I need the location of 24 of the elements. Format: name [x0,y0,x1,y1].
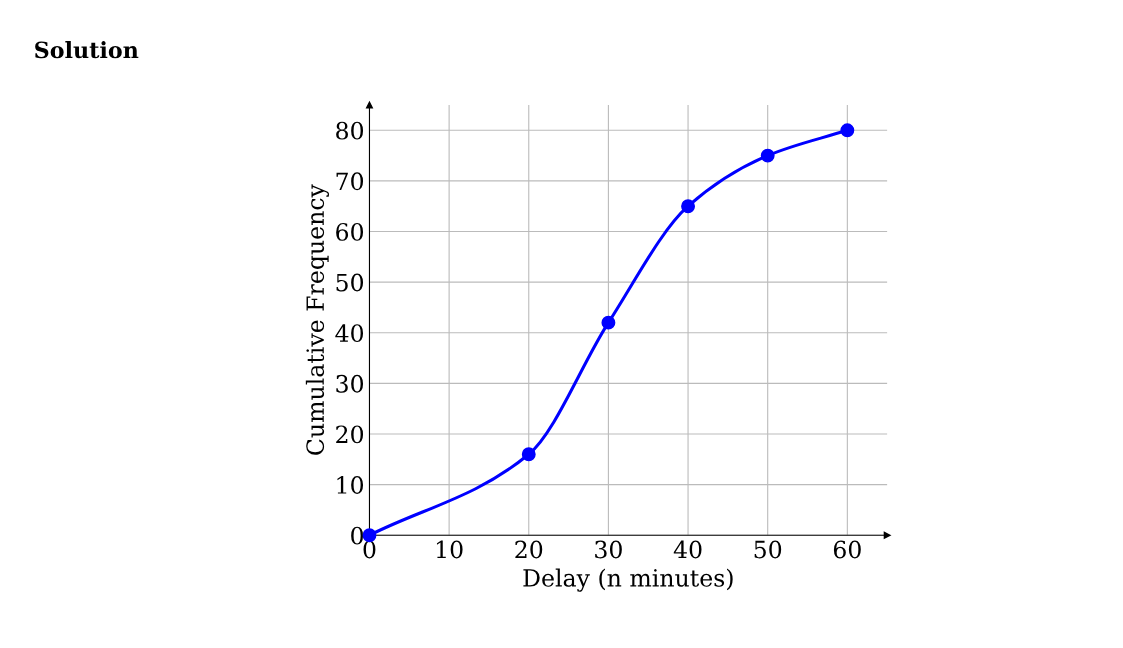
y-tick-label: 60 [336,222,364,241]
x-axis-title: Delay (n minutes) [523,568,733,592]
y-tick-label: 80 [336,121,364,140]
x-tick-label: 0 [363,540,376,559]
y-tick-label: 50 [336,273,364,292]
y-tick-label: 30 [336,374,364,393]
x-tick-label: 40 [673,540,702,559]
point [601,315,616,330]
y-axis-title: Cumulative Frequency [305,184,330,455]
y-tick-label: 20 [336,425,364,444]
text: Solution [35,41,139,59]
point [521,447,536,462]
point [760,148,775,163]
point [681,199,695,214]
y-tick-label: 70 [336,172,364,191]
point [840,123,855,138]
x-tick-label: 10 [436,540,463,559]
y-tick-label: 40 [335,324,364,343]
y-tick-label: 10 [337,476,364,494]
x-tick-label: 20 [515,540,543,559]
y-tick-label: 0 [351,526,364,545]
x-tick-label: 60 [833,540,861,559]
x-tick-label: 50 [754,540,782,559]
x-tick-label: 30 [595,540,622,559]
